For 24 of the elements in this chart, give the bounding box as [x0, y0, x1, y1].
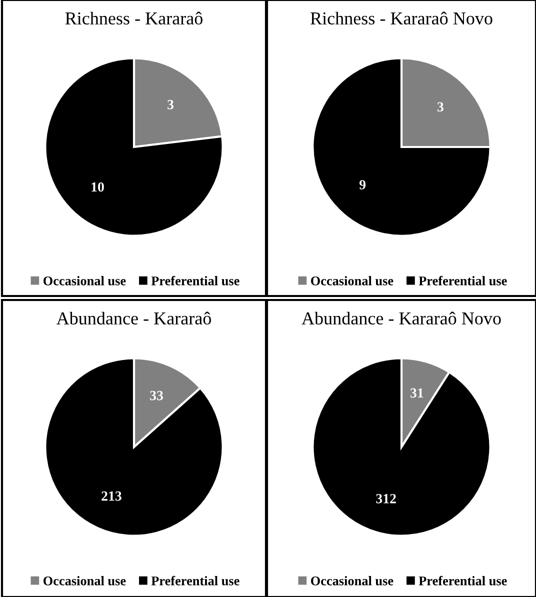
chart-title: Abundance - Kararaô [56, 312, 212, 325]
pie-slice [44, 57, 224, 237]
legend-label: Preferential use [151, 276, 240, 286]
pie-slice [44, 357, 224, 537]
legend-label: Preferential use [151, 576, 240, 586]
pie-slice [312, 57, 492, 237]
chart-title: Abundance - Kararaô Novo [302, 312, 501, 325]
data-label: 10 [92, 182, 104, 192]
data-label: 9 [359, 180, 366, 190]
legend-label: Occasional use [310, 276, 394, 286]
data-label: 3 [168, 100, 174, 110]
data-label: 213 [102, 491, 122, 501]
legend-label: Occasional use [310, 576, 394, 586]
legend-label: Occasional use [43, 276, 126, 286]
legend-label: Preferential use [418, 576, 507, 586]
data-label: 312 [376, 494, 396, 504]
legend-label: Preferential use [418, 276, 507, 286]
data-label: 33 [150, 390, 163, 400]
pie-slice [312, 357, 492, 537]
chart-title: Richness - Kararaô Novo [310, 12, 492, 25]
data-label: 3 [437, 102, 444, 112]
legend-label: Occasional use [43, 576, 126, 586]
chart-title: Richness - Kararaô [65, 12, 202, 25]
data-label: 31 [410, 388, 424, 398]
